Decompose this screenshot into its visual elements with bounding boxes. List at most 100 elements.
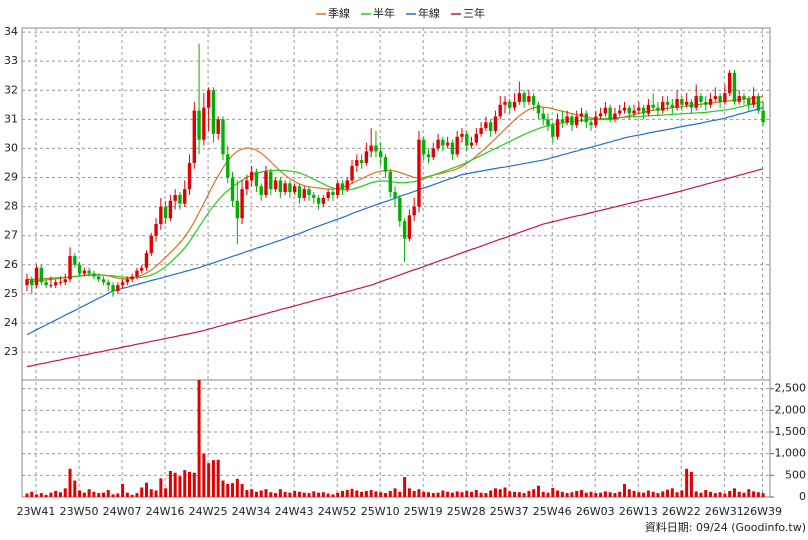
candle-body [321,197,326,204]
volume-bar [63,488,67,497]
volume-bar [613,493,617,497]
candle-body [708,98,713,105]
volume-bar [164,488,168,497]
x-tick-label: 26W03 [576,505,615,518]
volume-bar [532,489,536,497]
volume-bar [403,477,407,497]
volume-bar [336,492,340,497]
candle-body [441,139,445,146]
candle-body [675,98,679,108]
volume-bar [661,491,665,497]
x-tick-label: 25W19 [404,505,443,518]
volume-bar [546,492,550,497]
candle-body [661,101,665,111]
volume-bar [226,484,230,497]
candle-body [106,282,110,286]
volume-bar [25,493,29,497]
candle-body [579,113,584,117]
candle-body [641,107,646,114]
ma-line [26,168,764,368]
candle-body [235,200,240,219]
y-tick-label: 29 [4,171,18,184]
candle-body [154,224,158,236]
candle-body [249,171,254,181]
candle-body [34,267,39,286]
candle-body [670,104,674,108]
candle-body [756,96,761,111]
y-tick-label: 34 [4,25,18,38]
y-tick-label: 25 [4,287,18,300]
candle-body [570,116,574,126]
candle-body [226,154,230,178]
candle-body [522,93,526,102]
volume-bar [39,493,43,497]
volume-bar [412,490,416,497]
volume-bar [398,491,402,497]
volume-bar [589,491,593,497]
candle-body [560,119,565,123]
volume-bar [431,493,435,497]
candle-body [536,104,541,114]
candle-body [393,192,397,198]
candle-body [751,96,756,105]
volume-bar [465,490,469,497]
candle-body [49,285,53,287]
volume-bar [350,488,354,497]
candle-body [144,253,149,268]
candle-body [426,154,431,158]
volume-bar [556,490,560,497]
candle-body [269,171,273,190]
volume-bar [680,490,684,497]
volume-bar [283,491,287,497]
candle-body [264,171,268,195]
candle-body [704,101,708,105]
volume-bar [460,492,464,497]
volume-bar [689,471,693,497]
volume-bar [87,489,91,497]
volume-bar [288,492,292,497]
candle-body [216,119,220,134]
volume-bar [82,492,86,497]
candle-body [613,113,617,120]
candle-body [211,90,216,134]
candle-body [73,256,77,265]
volume-bar [685,468,689,497]
volume-bar [513,491,517,497]
volume-bar [474,490,478,497]
volume-bar [297,491,301,497]
candle-body [727,72,732,94]
candle-body [140,267,144,271]
x-tick-label: 26W31 [705,505,744,518]
plot-frame [21,27,771,498]
y-tick-label: 33 [4,54,18,67]
y-tick-label: 26 [4,258,18,271]
candle-body [680,98,684,105]
ma-line [26,101,764,283]
candle-body [445,142,450,146]
candle-body [278,180,283,193]
volume-bar [326,493,330,497]
volume-bar [302,492,306,497]
candle-body [345,180,349,190]
candle-body [178,194,182,204]
candle-body [97,276,101,280]
candle-body [618,110,622,114]
candle-body [187,162,192,190]
candle-body [531,96,536,105]
candle-body [503,101,507,105]
candle-body [584,113,588,123]
candle-body [603,107,608,114]
volume-bar [536,485,540,497]
candle-body [316,197,321,204]
candle-body [259,186,263,195]
candle-body [632,110,636,114]
volume-bar [68,468,72,497]
volume-bar [594,493,598,497]
volume-bar [747,489,751,497]
x-tick-label: 24W34 [232,505,271,518]
candle-body [245,180,249,190]
y-tick-label: 27 [4,229,18,242]
volume-bar [455,491,459,497]
candle-body [637,107,641,111]
candle-body [92,273,96,277]
